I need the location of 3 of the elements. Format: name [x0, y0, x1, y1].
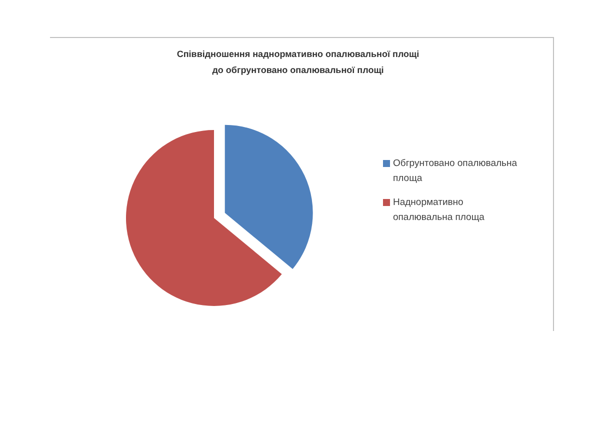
chart-title: Співвідношення наднормативно опалювальної площі до обгрунтовано опалювальної площі — [176, 48, 420, 77]
legend-label: Наднормативно опалювальна площа — [393, 196, 486, 225]
legend-label: Обгрунтовано опалювальна площа — [393, 157, 518, 186]
